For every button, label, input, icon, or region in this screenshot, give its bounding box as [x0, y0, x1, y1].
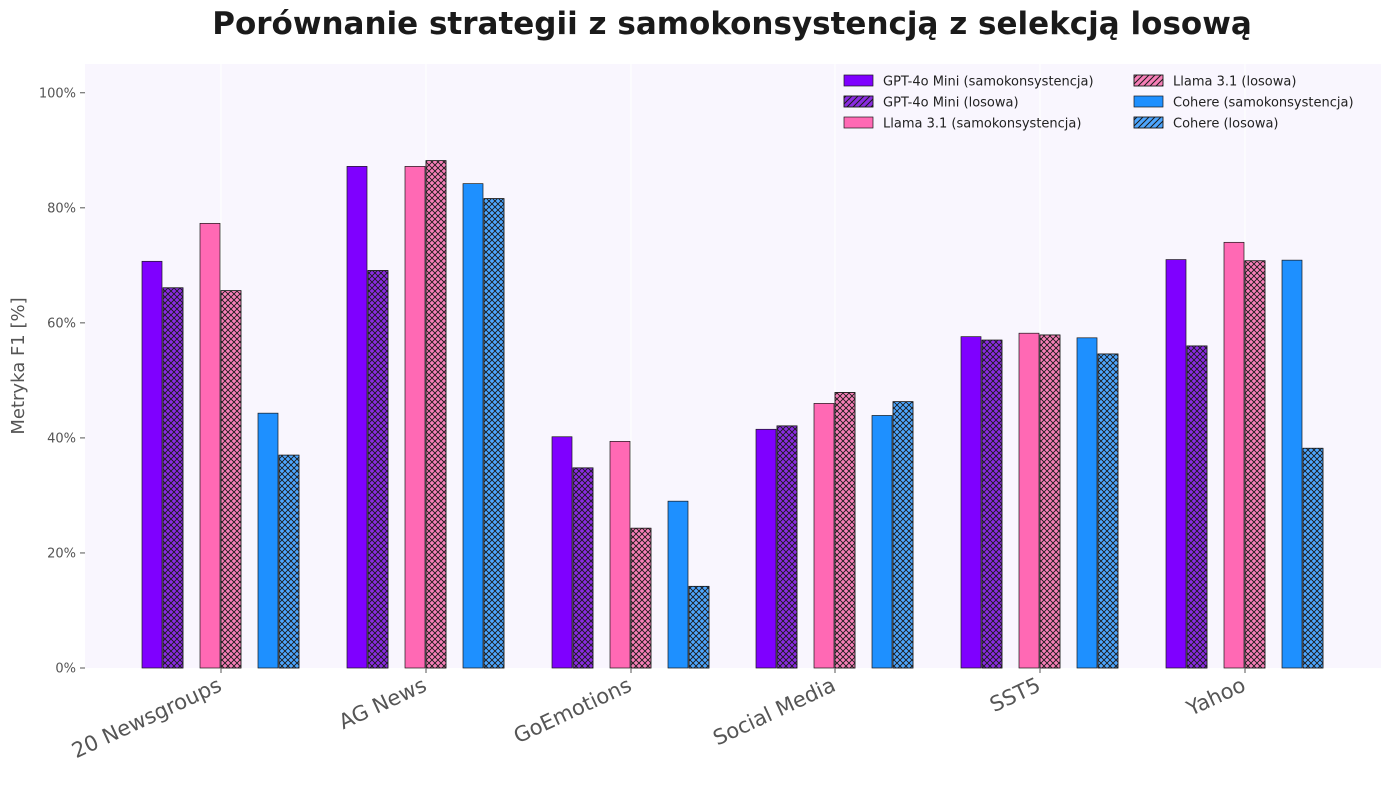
legend-label: GPT-4o Mini (losowa): [883, 96, 1019, 111]
x-tick-label: 20 Newsgroups: [68, 673, 225, 763]
bar-hatch: [630, 527, 652, 669]
legend-label: GPT-4o Mini (samokonsystencja): [883, 75, 1094, 90]
y-tick-label: 60%: [47, 316, 76, 331]
legend-label: Cohere (samokonsystencja): [1173, 96, 1354, 111]
y-tick-label: 100%: [39, 86, 76, 101]
bar: [667, 500, 689, 669]
bar-hatch: [1186, 345, 1208, 669]
y-tick-label: 80%: [47, 201, 76, 216]
legend-swatch-hatch: [1133, 116, 1164, 129]
bar: [551, 436, 573, 669]
bar: [1018, 332, 1040, 669]
bar-hatch: [572, 467, 594, 669]
bar-hatch: [1244, 260, 1266, 669]
bar: [257, 412, 279, 669]
bar: [1281, 259, 1303, 669]
bar: [960, 336, 982, 669]
bar: [346, 166, 368, 669]
legend-swatch: [843, 116, 874, 129]
x-axis-ticks: 20 Newsgroups AG News GoEmotions Social Med…: [68, 668, 1249, 763]
x-tick-label: SST5: [986, 673, 1044, 717]
legend-swatch-hatch: [843, 95, 874, 108]
bar: [609, 441, 631, 669]
x-tick-label: Social Media: [709, 673, 839, 751]
y-tick-label: 0%: [55, 662, 76, 677]
bar: [404, 166, 426, 669]
bar-hatch: [776, 425, 798, 669]
x-tick-label: Yahoo: [1182, 673, 1249, 721]
bar-hatch: [162, 287, 184, 669]
bar: [199, 222, 221, 669]
legend-label: Llama 3.1 (losowa): [1173, 75, 1296, 90]
bar-hatch: [892, 401, 914, 669]
legend-label: Cohere (losowa): [1173, 117, 1279, 132]
x-tick-label: AG News: [335, 673, 430, 734]
bar-hatch: [834, 392, 856, 669]
y-tick-label: 20%: [47, 546, 76, 561]
y-axis-ticks: 0% 20% 40% 60% 80% 100%: [39, 86, 85, 677]
legend-label: Llama 3.1 (samokonsystencja): [883, 117, 1081, 132]
bar: [813, 403, 835, 669]
bar-hatch: [688, 585, 710, 669]
bar-hatch: [367, 270, 389, 669]
bar: [871, 415, 893, 669]
bar: [755, 428, 777, 669]
bar: [141, 260, 163, 669]
bar: [1223, 241, 1245, 669]
bar-hatch: [1097, 353, 1119, 669]
x-tick-label: GoEmotions: [510, 673, 635, 748]
bar: [462, 183, 484, 669]
bar-hatch: [1039, 334, 1061, 669]
bar-hatch: [278, 454, 300, 669]
legend-swatch-hatch: [1133, 74, 1164, 87]
bar-hatch: [1302, 447, 1324, 669]
bar-hatch: [220, 290, 242, 669]
bars-group: [141, 160, 1324, 669]
legend-swatch: [843, 74, 874, 87]
bar-hatch: [425, 160, 447, 669]
chart-title: Porównanie strategii z samokonsystencją …: [212, 6, 1252, 42]
legend: GPT-4o Mini (samokonsystencja) GPT-4o Min…: [843, 74, 1354, 132]
y-tick-label: 40%: [47, 431, 76, 446]
bar-hatch: [483, 198, 505, 669]
plot-area: [85, 64, 1381, 668]
bar: [1165, 259, 1187, 669]
bar: [1076, 337, 1098, 669]
legend-swatch: [1133, 95, 1164, 108]
y-axis-label: Metryka F1 [%]: [8, 297, 29, 434]
bar-hatch: [981, 339, 1003, 669]
